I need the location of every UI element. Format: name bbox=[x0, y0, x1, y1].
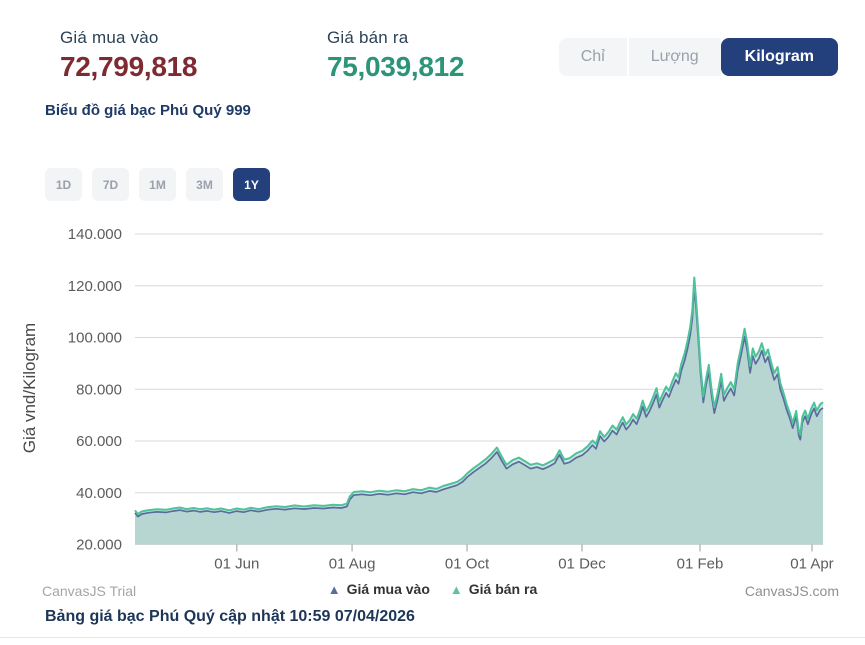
sell-price-value: 75,039,812 bbox=[327, 51, 465, 82]
buy-area bbox=[135, 287, 823, 545]
sell-triangle-icon: ▲ bbox=[449, 581, 463, 597]
legend-item-sell[interactable]: ▲ Giá bán ra bbox=[450, 581, 537, 597]
chart-subtitle: Biểu đồ giá bạc Phú Quý 999 bbox=[45, 102, 251, 119]
buy-price-value: 72,799,818 bbox=[60, 51, 198, 82]
y-tick-label: 120.000 bbox=[68, 278, 122, 295]
y-tick-label: 60.000 bbox=[76, 433, 122, 450]
sell-price-label: Giá bán ra bbox=[327, 28, 409, 47]
buy-line bbox=[134, 286, 824, 518]
range-button-1m[interactable]: 1M bbox=[139, 168, 176, 201]
buy-price-label: Giá mua vào bbox=[60, 28, 159, 47]
y-tick-label: 80.000 bbox=[76, 381, 122, 398]
unit-toggle-kilogram[interactable]: Kilogram bbox=[720, 38, 838, 76]
range-button-row: 1D 7D 1M 3M 1Y bbox=[45, 168, 270, 201]
buy-triangle-icon: ▲ bbox=[327, 581, 341, 597]
x-tick-label: 01 Jun bbox=[214, 556, 259, 573]
x-tick-label: 01 Oct bbox=[445, 556, 490, 573]
sell-price-block: Giá bán ra 75,039,812 bbox=[327, 28, 464, 83]
canvasjs-site-link[interactable]: CanvasJS.com bbox=[744, 583, 839, 599]
x-tick-label: 01 Apr bbox=[790, 556, 833, 573]
x-tick-label: 01 Dec bbox=[558, 556, 606, 573]
buy-price-block: Giá mua vào 72,799,818 bbox=[60, 28, 197, 83]
chart-legend: ▲ Giá mua vào ▲ Giá bán ra bbox=[0, 581, 865, 597]
sell-line bbox=[134, 276, 824, 515]
y-tick-label: 40.000 bbox=[76, 485, 122, 502]
range-button-7d[interactable]: 7D bbox=[92, 168, 129, 201]
unit-toggle-luong[interactable]: Lượng bbox=[628, 38, 721, 76]
range-button-1d[interactable]: 1D bbox=[45, 168, 82, 201]
footer-caption: Bảng giá bạc Phú Quý cập nhật 10:59 07/0… bbox=[45, 608, 415, 625]
x-tick-label: 01 Aug bbox=[329, 556, 376, 573]
legend-label-buy: Giá mua vào bbox=[346, 581, 430, 597]
range-button-3m[interactable]: 3M bbox=[186, 168, 223, 201]
legend-label-sell: Giá bán ra bbox=[468, 581, 538, 597]
range-button-1y[interactable]: 1Y bbox=[233, 168, 270, 201]
canvasjs-trial-watermark: CanvasJS Trial bbox=[42, 583, 137, 599]
legend-item-buy[interactable]: ▲ Giá mua vào bbox=[328, 581, 430, 597]
y-tick-label: 140.000 bbox=[68, 226, 122, 243]
x-tick-label: 01 Feb bbox=[677, 556, 724, 573]
y-axis-title: Giá vnd/Kilogram bbox=[20, 322, 39, 454]
footer-divider bbox=[0, 637, 865, 638]
y-tick-label: 20.000 bbox=[76, 537, 122, 554]
unit-toggle-chi[interactable]: Chỉ bbox=[558, 38, 627, 76]
y-tick-label: 100.000 bbox=[68, 330, 122, 347]
unit-toggle: Chỉ Lượng Kilogram bbox=[558, 38, 838, 76]
